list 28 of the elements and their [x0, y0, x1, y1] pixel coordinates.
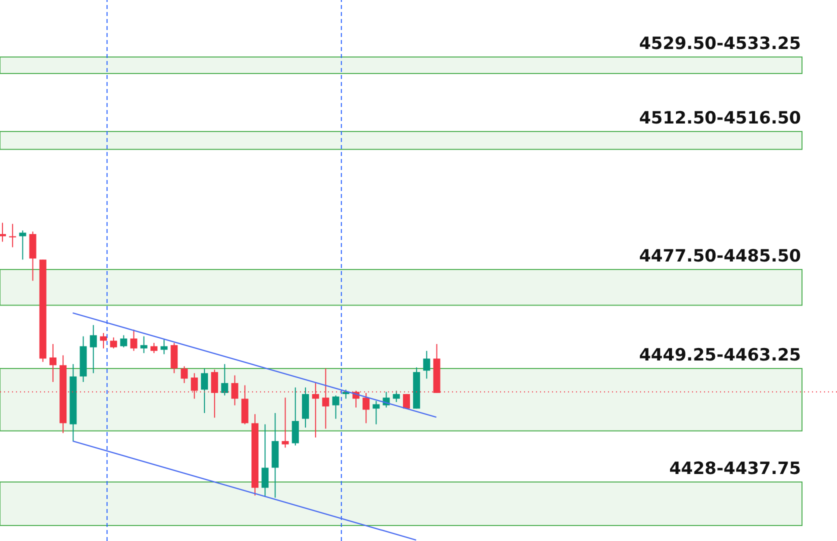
candlestick [292, 386, 299, 446]
candlestick [423, 350, 430, 380]
candlestick [150, 342, 158, 354]
candlestick [372, 400, 380, 425]
candlestick [200, 368, 208, 414]
candlestick [49, 344, 56, 382]
candlestick [140, 336, 148, 354]
candlestick [262, 424, 269, 498]
band-label: 4449.25-4463.25 [639, 345, 801, 366]
candlestick [170, 342, 178, 374]
candlestick [120, 334, 128, 348]
candlestick [0, 222, 6, 242]
band-label: 4512.50-4516.50 [639, 108, 802, 128]
candlestick [180, 366, 188, 384]
band-label: 4529.50-4533.25 [639, 34, 801, 54]
candlestick [392, 390, 400, 403]
candlestick [130, 329, 138, 352]
candlestick [282, 397, 289, 448]
band-label: 4428-4437.75 [669, 459, 801, 480]
candlestick [90, 324, 97, 374]
band-label: 4477.50-4485.50 [639, 246, 802, 267]
candlestick [362, 392, 370, 424]
candlestick [221, 364, 228, 396]
candlestick [9, 223, 16, 248]
candlestick [332, 394, 340, 420]
candlestick [110, 336, 118, 349]
candlestick [19, 230, 26, 260]
candlestick [160, 339, 168, 355]
